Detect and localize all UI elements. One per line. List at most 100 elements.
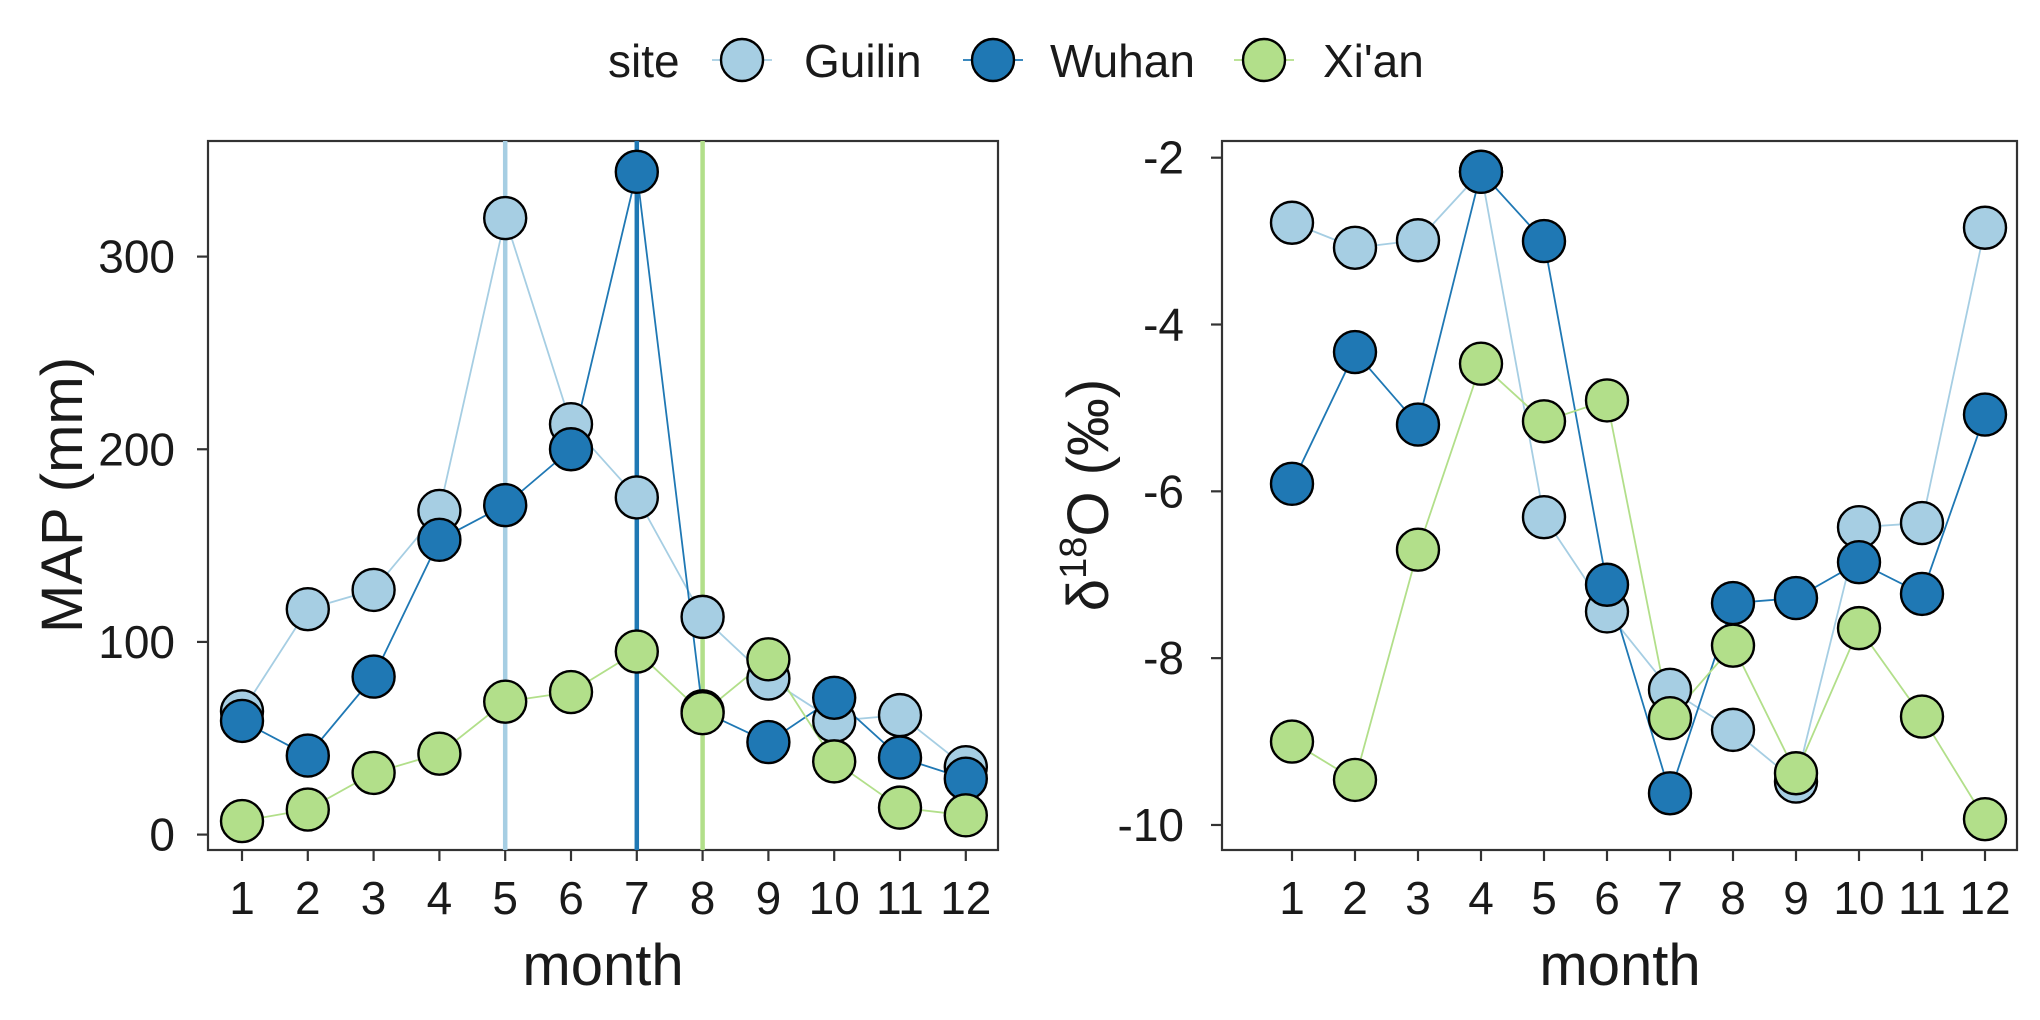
right-x-tick-label-6: 6 — [1594, 872, 1620, 924]
right-x-tick-label-11: 11 — [1898, 872, 1946, 924]
left-point-guilin-month-3 — [351, 567, 396, 613]
right-point-xi-an-month-5 — [1521, 399, 1567, 444]
right-x-tick-label-4: 4 — [1468, 872, 1494, 924]
legend-marker-xi-an — [1241, 37, 1287, 83]
legend-label-guilin: Guilin — [804, 35, 922, 87]
left-point-xi-an-month-11 — [877, 785, 923, 830]
right-point-xi-an-month-9 — [1773, 751, 1819, 796]
right-point-guilin-month-2 — [1332, 225, 1378, 270]
right-point-wuhan-month-10 — [1836, 540, 1882, 585]
legend: site Guilin Wuhan Xi'an — [608, 35, 1424, 87]
right-point-xi-an-month-4 — [1458, 341, 1504, 386]
right-x-tick-label-2: 2 — [1342, 872, 1368, 924]
right-point-xi-an-month-1 — [1269, 719, 1315, 764]
left-point-xi-an-month-5 — [483, 679, 528, 724]
left-x-tick-label-4: 4 — [427, 872, 453, 924]
right-x-tick-label-7: 7 — [1657, 872, 1683, 924]
left-panel-frame — [206, 139, 1000, 852]
legend-label-wuhan: Wuhan — [1050, 35, 1195, 87]
right-point-guilin-month-1 — [1269, 200, 1315, 245]
left-point-xi-an-month-4 — [417, 731, 462, 776]
right-point-wuhan-month-5 — [1521, 218, 1567, 264]
left-point-guilin-month-7 — [614, 475, 659, 520]
left-x-tick-label-1: 1 — [229, 872, 255, 924]
right-y-axis-title-main: O (‰) — [1056, 379, 1121, 537]
left-y-tick-label-0: 0 — [149, 809, 175, 861]
right-point-guilin-month-3 — [1395, 218, 1441, 263]
left-point-guilin-month-2 — [285, 586, 330, 632]
right-y-tick-label--10: -10 — [1118, 799, 1184, 851]
right-point-wuhan-month-11 — [1899, 571, 1945, 617]
left-point-xi-an-month-7 — [614, 629, 659, 674]
right-point-wuhan-month-1 — [1269, 461, 1315, 507]
right-x-tick-label-1: 1 — [1279, 872, 1305, 924]
right-x-axis-title: month — [1539, 933, 1700, 998]
left-x-tick-label-8: 8 — [690, 872, 716, 924]
right-point-xi-an-month-11 — [1899, 694, 1945, 739]
left-x-tick-label-9: 9 — [756, 872, 782, 924]
right-point-guilin-month-8 — [1710, 707, 1756, 753]
left-y-tick-label-300: 300 — [98, 231, 175, 283]
right-y-tick-label--6: -6 — [1143, 465, 1184, 517]
left-point-wuhan-month-7 — [614, 149, 659, 195]
right-point-wuhan-month-7 — [1647, 771, 1693, 816]
left-point-xi-an-month-1 — [219, 798, 265, 844]
left-point-wuhan-month-5 — [483, 482, 528, 528]
right-point-wuhan-month-6 — [1584, 562, 1630, 607]
right-point-wuhan-month-4 — [1458, 149, 1504, 195]
right-point-guilin-month-5 — [1521, 494, 1567, 540]
right-x-tick-label-9: 9 — [1783, 872, 1809, 924]
right-point-guilin-month-11 — [1899, 500, 1945, 546]
left-point-xi-an-month-8 — [680, 691, 725, 736]
right-point-xi-an-month-12 — [1962, 796, 2008, 842]
left-point-xi-an-month-3 — [351, 750, 396, 796]
right-axes: 1 2 3 4 5 6 7 8 9 10 11 12-10-8-6-4-2 — [1118, 132, 2011, 924]
left-point-guilin-month-11 — [877, 692, 923, 738]
left-x-tick-label-10: 10 — [809, 872, 860, 924]
left-x-tick-label-7: 7 — [624, 872, 650, 924]
right-x-tick-label-10: 10 — [1833, 872, 1884, 924]
right-x-tick-label-5: 5 — [1531, 872, 1557, 924]
left-point-xi-an-month-12 — [943, 793, 988, 838]
left-point-guilin-month-5 — [483, 195, 528, 241]
right-y-axis-title: δ18O (‰) — [1053, 379, 1121, 611]
right-point-xi-an-month-7 — [1647, 696, 1693, 741]
right-point-xi-an-month-2 — [1332, 757, 1378, 803]
right-point-guilin-month-12 — [1962, 205, 2008, 250]
left-y-tick-label-100: 100 — [98, 616, 175, 668]
left-point-xi-an-month-6 — [548, 669, 594, 715]
left-point-wuhan-month-10 — [812, 675, 857, 720]
right-series-points — [1269, 149, 2008, 842]
right-y-axis-title-symbol: δ — [1056, 579, 1121, 611]
right-point-xi-an-month-3 — [1395, 527, 1441, 572]
left-point-xi-an-month-9 — [746, 637, 791, 682]
left-x-tick-label-6: 6 — [558, 872, 584, 924]
right-panel: 1 2 3 4 5 6 7 8 9 10 11 12-10-8-6-4-2 month δ18O (‰… — [1053, 132, 2019, 998]
left-point-wuhan-month-6 — [548, 427, 594, 472]
left-point-guilin-month-8 — [680, 594, 725, 640]
left-x-tick-label-5: 5 — [492, 872, 518, 924]
left-point-wuhan-month-9 — [746, 719, 791, 765]
right-x-tick-label-12: 12 — [1959, 872, 2010, 924]
right-point-wuhan-month-3 — [1395, 402, 1441, 447]
left-point-xi-an-month-10 — [812, 739, 857, 784]
legend-title: site — [608, 35, 680, 87]
right-point-xi-an-month-10 — [1836, 605, 1882, 651]
legend-marker-wuhan — [970, 37, 1016, 83]
right-point-xi-an-month-8 — [1710, 623, 1756, 668]
right-panel-frame — [1220, 139, 2019, 852]
right-point-wuhan-month-8 — [1710, 580, 1756, 626]
left-x-tick-label-11: 11 — [876, 872, 924, 924]
left-x-tick-label-2: 2 — [295, 872, 321, 924]
right-point-wuhan-month-9 — [1773, 575, 1819, 621]
left-point-wuhan-month-1 — [219, 698, 265, 744]
right-y-axis-title-superscript: 18 — [1053, 537, 1095, 579]
right-x-tick-label-3: 3 — [1405, 872, 1431, 924]
right-x-tick-label-8: 8 — [1720, 872, 1746, 924]
left-point-wuhan-month-2 — [285, 733, 330, 778]
right-y-tick-label--2: -2 — [1143, 132, 1184, 184]
